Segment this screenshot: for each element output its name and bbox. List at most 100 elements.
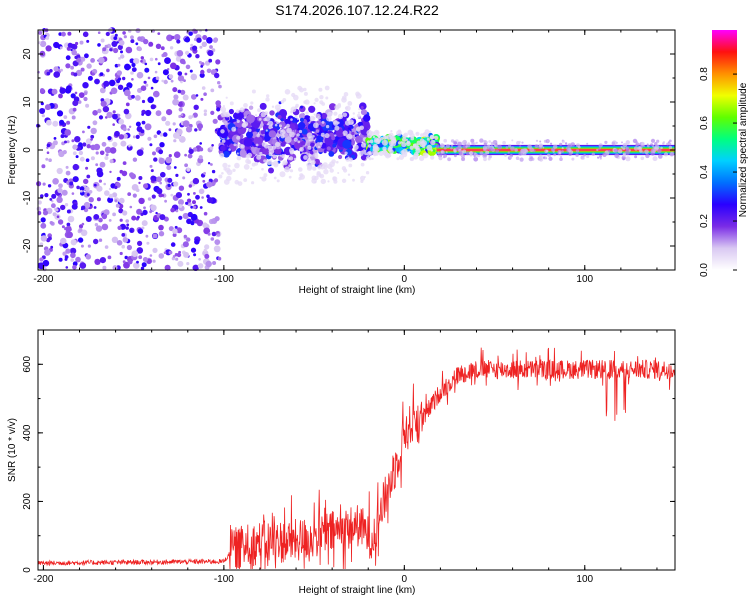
- spectrogram-cell: [81, 205, 86, 210]
- spectrogram-cell: [69, 247, 77, 255]
- spectrogram-cell: [138, 181, 141, 185]
- x-tick-label: 100: [576, 274, 593, 285]
- spectrogram-cell: [666, 142, 669, 146]
- spectrogram-cell: [152, 151, 156, 156]
- spectrogram-cell: [422, 152, 429, 159]
- spectrogram-cell: [228, 108, 234, 115]
- spectrogram-cell: [99, 72, 104, 76]
- spectrogram-cell: [248, 105, 254, 110]
- spectrogram-cell: [358, 108, 361, 111]
- spectrogram-cell: [49, 69, 53, 73]
- spectrogram-cell: [202, 35, 208, 40]
- spectrogram-cell: [138, 197, 145, 205]
- spectrogram-cell: [70, 43, 76, 49]
- spectrogram-cell: [336, 119, 344, 127]
- spectrogram-cell: [284, 136, 292, 144]
- spectrogram-cell: [203, 227, 211, 235]
- spectrogram-cell: [372, 135, 376, 139]
- spectrogram-cell: [60, 68, 63, 72]
- spectrogram-cell: [397, 129, 402, 133]
- spectrogram-cell: [290, 118, 293, 121]
- spectrogram-cell: [204, 244, 210, 250]
- spectrogram-cell: [319, 136, 324, 141]
- spectrogram-cell: [192, 177, 200, 185]
- colorbar: 0.0 0.2 0.4 0.6 0.8 Normalized spectral ampl…: [699, 30, 749, 277]
- spectrogram-cell: [220, 129, 225, 134]
- spectrogram-cell: [127, 128, 130, 131]
- spectrogram-cell: [180, 89, 186, 95]
- spectrogram-cell: [114, 63, 119, 68]
- spectrogram-cell: [130, 39, 135, 44]
- spectrogram-cell: [92, 120, 98, 126]
- spectrogram-cell: [531, 157, 535, 161]
- spectrogram-cell: [97, 43, 101, 47]
- spectrogram-cell: [255, 143, 259, 147]
- spectrogram-cell: [408, 150, 411, 153]
- spectrogram-cell: [409, 145, 414, 150]
- spectrogram-cell: [177, 89, 182, 94]
- spectrogram-cell: [151, 177, 156, 182]
- spectrogram-cell: [129, 83, 133, 87]
- spectrogram-cell: [65, 266, 69, 269]
- spectrogram-cell: [192, 112, 198, 118]
- spectrogram-cell: [445, 151, 448, 154]
- spectrogram-cell: [219, 152, 225, 158]
- spectrogram-cell: [39, 257, 44, 262]
- spectrogram-cell: [213, 245, 221, 253]
- spectrogram-cell: [39, 242, 44, 247]
- spectrogram-cell: [226, 175, 232, 182]
- spectrogram-cell: [443, 138, 448, 143]
- spectrogram-cell: [192, 200, 196, 205]
- spectrogram-cell: [650, 148, 655, 154]
- spectrogram-cell: [172, 98, 180, 106]
- spectrogram-cell: [658, 154, 663, 159]
- spectrogram-cell: [145, 234, 149, 238]
- spectrogram-cell: [82, 82, 89, 89]
- spectrogram-cell: [41, 114, 45, 118]
- spectrogram-cell: [175, 192, 182, 199]
- spectrogram-cell: [604, 140, 608, 144]
- spectrogram-cell: [126, 244, 132, 251]
- spectrogram-cell: [435, 144, 440, 149]
- spectrogram-cell: [36, 206, 41, 211]
- spectrogram-cell: [454, 154, 457, 158]
- spectrogram-cell: [625, 146, 630, 151]
- spectrogram-cell: [116, 79, 121, 84]
- spectrogram-cell: [170, 242, 176, 247]
- spectrogram-cell: [172, 233, 177, 237]
- spectrogram-cell: [87, 125, 91, 129]
- spectrogram-cell: [136, 247, 144, 254]
- spectrogram-cell: [243, 116, 247, 119]
- spectrogram-cell: [300, 140, 306, 146]
- spectrogram-cell: [232, 168, 236, 172]
- spectrogram-cell: [122, 237, 129, 243]
- spectrogram-cell: [143, 183, 149, 189]
- snr-series-line: [37, 347, 676, 570]
- spectrogram-cell: [71, 139, 75, 143]
- spectrogram-cell: [173, 181, 179, 187]
- spectrogram-cell: [149, 210, 153, 214]
- spectrogram-cell: [40, 194, 44, 198]
- spectrogram-cell: [368, 150, 372, 155]
- spectrogram-cell: [359, 151, 364, 156]
- spectrogram-cell: [312, 166, 317, 171]
- spectrogram-cell: [351, 122, 354, 125]
- spectrogram-cell: [56, 215, 60, 218]
- spectrogram-cell: [122, 210, 128, 216]
- spectrogram-cell: [331, 159, 336, 164]
- spectrogram-cell: [84, 91, 88, 96]
- spectrogram-cell: [668, 139, 672, 143]
- spectrogram-cell: [328, 151, 335, 157]
- snr-background: [38, 330, 675, 570]
- spectrogram-cell: [51, 200, 54, 203]
- spectrogram-cell: [430, 155, 435, 160]
- spectrogram-cell: [324, 133, 330, 139]
- spectrogram-cell: [161, 116, 167, 122]
- spectrogram-cell: [622, 142, 628, 148]
- spectrogram-cell: [190, 43, 194, 47]
- spectrogram-cell: [575, 153, 579, 157]
- spectrogram-cell: [376, 139, 379, 143]
- spectrogram-cell: [120, 54, 125, 59]
- spectrogram-cell: [168, 74, 174, 79]
- spectrogram-cell: [88, 197, 94, 203]
